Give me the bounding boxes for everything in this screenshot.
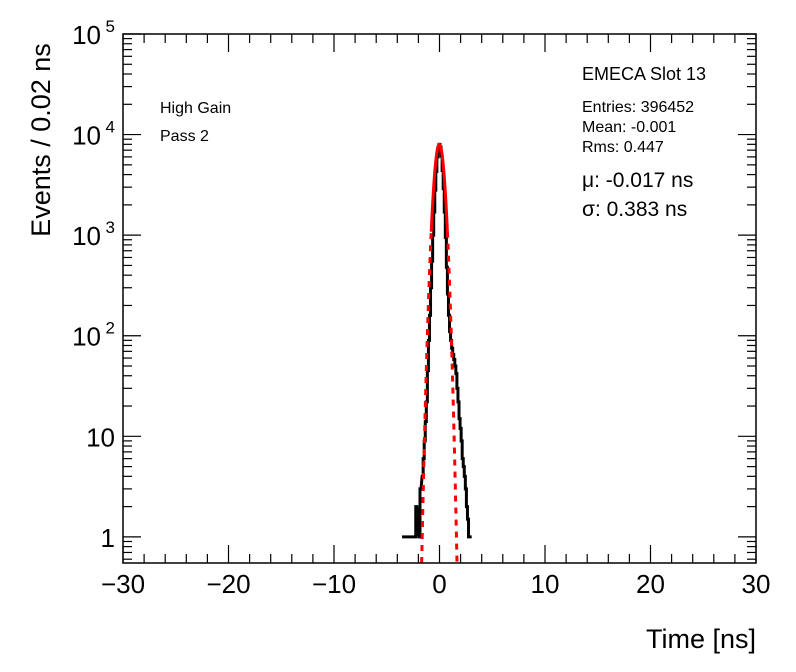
y-tick-label: 10 [72, 322, 101, 352]
y-tick-label: 10 [72, 20, 101, 50]
slot-label: EMECA Slot 13 [582, 64, 706, 84]
y-axis-title: Events / 0.02 ns [26, 43, 56, 237]
fit-tail-right [445, 231, 459, 564]
mean-label: Mean: -0.001 [582, 119, 676, 136]
x-tick-label: −30 [101, 569, 145, 599]
y-tick-exponent: 3 [106, 218, 115, 237]
fit-mu-label: μ: -0.017 ns [582, 169, 693, 192]
y-tick-labels: 1 10 10 2 10 3 10 4 10 5 [72, 17, 115, 553]
ticks-layer [122, 33, 757, 563]
x-tick-label: 0 [432, 569, 446, 599]
pass-label: Pass 2 [160, 128, 209, 145]
x-tick-label: −20 [206, 569, 250, 599]
fit-sigma-label: σ: 0.383 ns [582, 198, 687, 221]
y-tick-exponent: 4 [106, 118, 115, 137]
fit-layer [420, 142, 459, 564]
gain-label: High Gain [160, 100, 231, 117]
x-tick-label: −10 [312, 569, 356, 599]
x-axis-title: Time [ns] [646, 624, 756, 654]
entries-label: Entries: 396452 [582, 99, 694, 116]
y-tick-exponent: 5 [106, 17, 115, 36]
histogram-line [402, 142, 472, 539]
y-tick-label: 10 [72, 221, 101, 251]
x-tick-label: 10 [531, 569, 560, 599]
fit-curve [429, 142, 449, 232]
x-tick-label: 30 [742, 569, 771, 599]
x-tick-label: 20 [636, 569, 665, 599]
y-tick-label: 10 [86, 422, 115, 452]
fit-tail-left [420, 231, 433, 564]
y-tick-label: 10 [72, 121, 101, 151]
rms-label: Rms: 0.447 [582, 139, 664, 156]
y-tick-exponent: 2 [106, 319, 115, 338]
x-tick-labels: −30 −20 −10 0 10 20 30 [101, 569, 771, 599]
y-tick-label: 1 [101, 523, 115, 553]
histogram-layer [402, 142, 472, 539]
